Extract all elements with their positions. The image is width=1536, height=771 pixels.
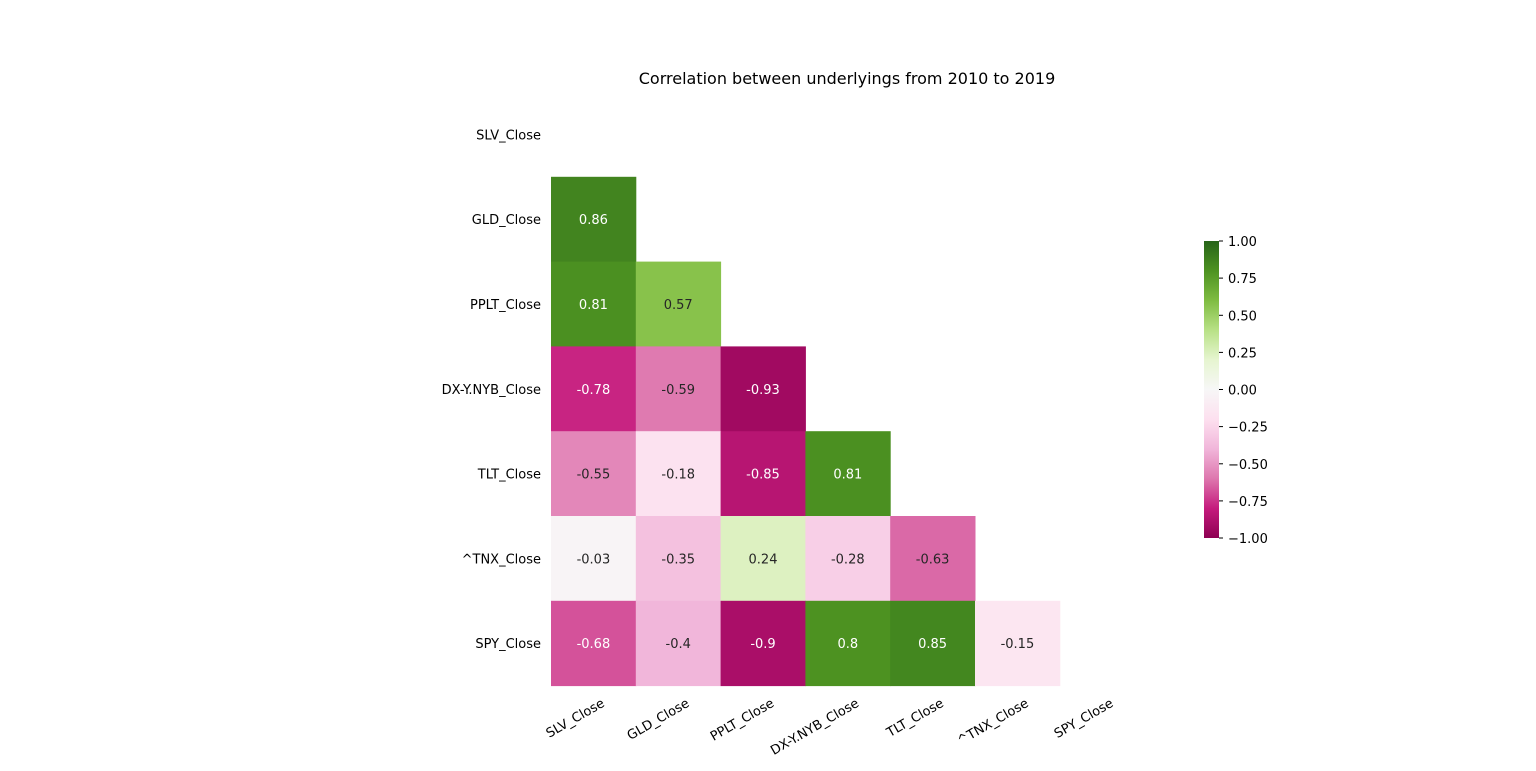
x-tick-label: ^TNX_Close (955, 696, 1031, 749)
y-tick-label: ^TNX_Close (462, 552, 541, 567)
x-tick-label: SLV_Close (544, 696, 608, 741)
heatmap-cell (551, 261, 637, 347)
x-tick-labels: SLV_Close GLD_Close PPLT_CloseDX-Y.NYB_Clo… (544, 696, 1116, 759)
cell-value-label: 0.81 (579, 298, 608, 313)
cell-value-label: -0.85 (746, 468, 780, 483)
cell-value-label: -0.59 (661, 383, 695, 398)
heatmap-cell (551, 431, 637, 517)
x-tick-label: SPY_Close (1052, 696, 1116, 742)
cell-value-label: 0.24 (749, 552, 778, 567)
colorbar: 1.00 0.75 0.50 0.25 0.00 −0.25 −0.50 −0.75 −1.00 (1204, 235, 1268, 547)
colorbar-tick-label: −1.00 (1228, 532, 1268, 547)
cell-value-label: -0.03 (577, 552, 611, 567)
heatmap-cell (805, 600, 891, 687)
heatmap-cell (805, 431, 891, 517)
colorbar-tick-label: 0.25 (1228, 346, 1257, 361)
colorbar-tick-label: 1.00 (1228, 235, 1257, 250)
heatmap-cell (551, 516, 637, 602)
y-tick-label: DX-Y.NYB_Close (442, 383, 541, 398)
x-tick-label: DX-Y.NYB_Close (768, 696, 862, 759)
y-tick-label: SLV_Close (476, 128, 541, 143)
y-tick-label: SPY_Close (475, 637, 541, 652)
x-tick-label: GLD_Close (625, 696, 692, 744)
heatmap-cell (635, 600, 722, 687)
x-tick-label: PPLT_Close (708, 696, 777, 744)
y-tick-label: PPLT_Close (470, 298, 541, 313)
heatmap-cell (890, 516, 976, 602)
colorbar-gradient (1204, 241, 1219, 538)
cell-value-label: 0.57 (664, 298, 693, 313)
cell-value-label: -0.68 (577, 637, 611, 652)
cell-value-label: 0.8 (837, 637, 858, 652)
heatmap-cell (890, 600, 976, 687)
heatmap-cell (975, 600, 1061, 687)
y-tick-labels: SLV_Close GLD_Close PPLT_Close DX-Y.NYB_Clo… (442, 128, 541, 652)
colorbar-tick-label: 0.75 (1228, 272, 1257, 287)
heatmap-cell (551, 176, 637, 263)
heatmap-cell (635, 346, 722, 432)
heatmap-cells: 0.86 0.81 0.57 -0.78 -0.59 -0.93 -0.55 -0.18 -0.… (551, 176, 1061, 687)
colorbar-tick-label: −0.50 (1228, 458, 1268, 473)
heatmap-cell (720, 346, 806, 432)
colorbar-ticks: 1.00 0.75 0.50 0.25 0.00 −0.25 −0.50 −0.75 −1.00 (1219, 235, 1268, 547)
cell-value-label: -0.55 (577, 468, 611, 483)
heatmap-cell (805, 516, 891, 602)
cell-value-label: -0.4 (666, 637, 691, 652)
cell-value-label: 0.85 (918, 637, 947, 652)
colorbar-tick-label: 0.00 (1228, 384, 1257, 399)
x-tick-label: TLT_Close (883, 696, 946, 741)
heatmap-cell (551, 346, 637, 432)
cell-value-label: -0.63 (916, 552, 950, 567)
cell-value-label: 0.81 (833, 468, 862, 483)
cell-value-label: -0.15 (1001, 637, 1035, 652)
colorbar-tick-label: −0.25 (1228, 421, 1268, 436)
cell-value-label: -0.9 (750, 637, 775, 652)
cell-value-label: -0.28 (831, 552, 865, 567)
y-tick-label: TLT_Close (477, 468, 541, 483)
colorbar-tick-label: 0.50 (1228, 309, 1257, 324)
cell-value-label: -0.35 (661, 552, 695, 567)
heatmap-cell (720, 431, 806, 517)
cell-value-label: -0.18 (661, 468, 695, 483)
heatmap-cell (720, 516, 806, 602)
heatmap-cell (635, 516, 722, 602)
cell-value-label: -0.93 (746, 383, 780, 398)
colorbar-tick-label: −0.75 (1228, 495, 1268, 510)
heatmap-cell (720, 600, 806, 687)
heatmap-cell (635, 431, 722, 517)
cell-value-label: 0.86 (579, 213, 608, 228)
cell-value-label: -0.78 (577, 383, 611, 398)
y-tick-label: GLD_Close (472, 213, 541, 228)
heatmap-cell (551, 600, 637, 687)
heatmap-cell (635, 261, 722, 347)
chart-title: Correlation between underlyings from 201… (639, 69, 1056, 88)
